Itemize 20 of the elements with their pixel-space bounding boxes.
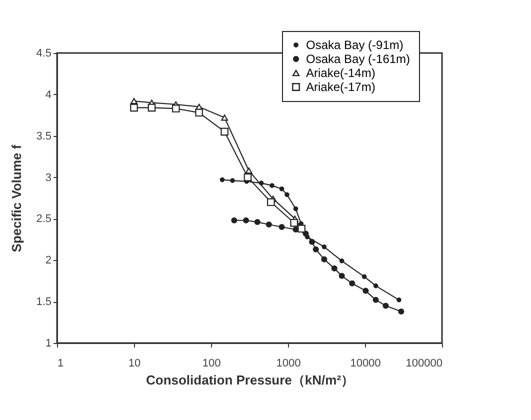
x-tick-label: 100 — [202, 358, 221, 370]
x-tick-label: 1000 — [276, 358, 301, 370]
x-axis-title: Consolidation Pressure（kN/m²） — [146, 372, 354, 388]
y-axis-title: Specific Volume f — [9, 144, 24, 252]
y-tick-label: 1.5 — [36, 296, 52, 308]
y-tick-label: 1 — [45, 338, 52, 350]
x-tick-label: 10000 — [350, 358, 381, 370]
legend-label: Ariake(-17m) — [306, 80, 376, 94]
legend-label: Ariake(-14m) — [306, 66, 376, 80]
legend-label: Osaka Bay (-161m) — [306, 52, 410, 66]
y-tick-label: 3.5 — [36, 130, 52, 142]
y-tick-label: 4 — [45, 88, 52, 101]
y-tick-label: 2 — [45, 254, 52, 267]
y-tick-label: 3 — [45, 172, 52, 184]
x-tick-label: 100000 — [406, 358, 442, 370]
y-tick-label: 4.5 — [36, 48, 52, 60]
x-tick-label: 1 — [58, 358, 64, 370]
y-tick-label: 2.5 — [36, 213, 52, 226]
legend-label: Osaka Bay (-91m) — [306, 38, 404, 52]
x-tick-label: 10 — [128, 358, 141, 370]
